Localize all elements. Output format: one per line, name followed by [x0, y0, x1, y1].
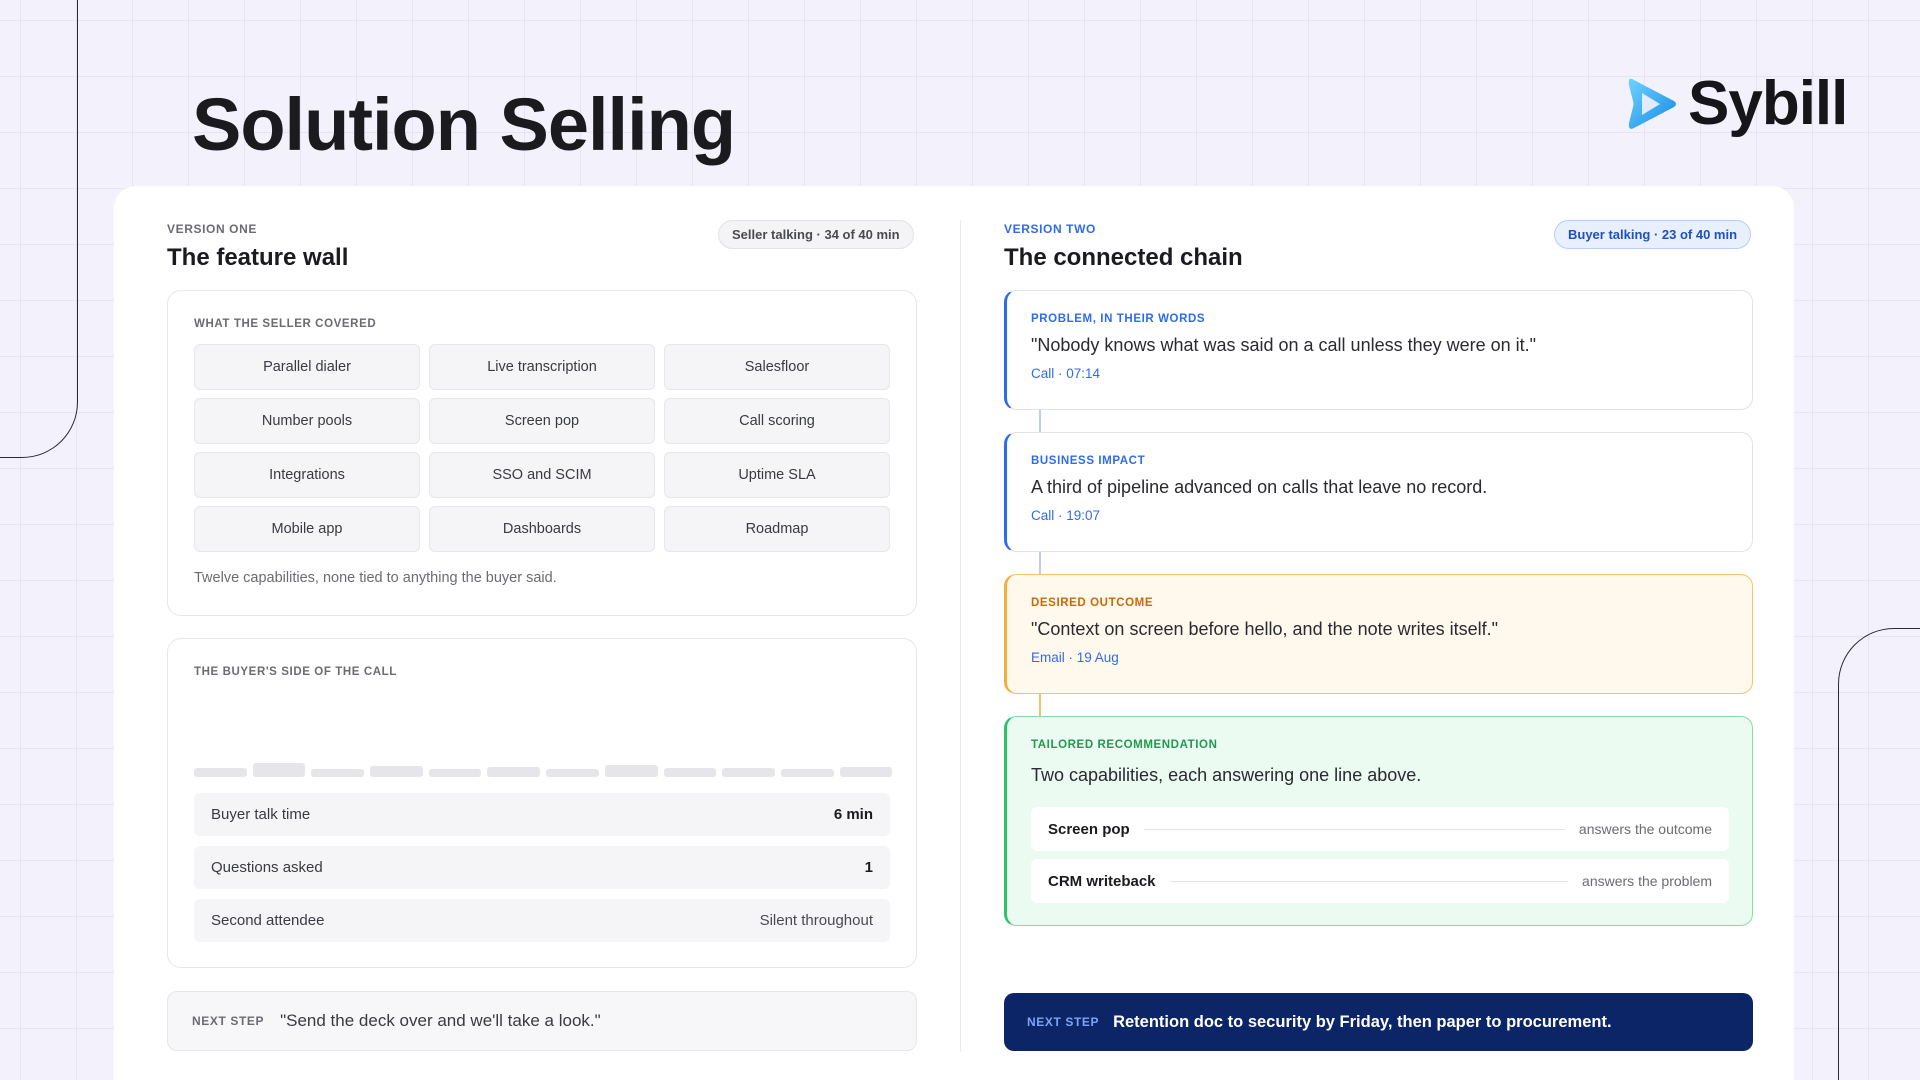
- buyer-side-panel: THE BUYER'S SIDE OF THE CALL Buyer talk …: [167, 638, 917, 968]
- activity-bar: [311, 769, 365, 777]
- decorative-corner-left: [0, 0, 78, 458]
- chain-card-problem: PROBLEM, IN THEIR WORDS "Nobody knows wh…: [1004, 290, 1753, 410]
- page-title: Solution Selling: [192, 83, 736, 166]
- activity-bar: [546, 769, 599, 777]
- next-step-text: "Send the deck over and we'll take a loo…: [280, 1011, 601, 1030]
- chain-card-recommendation: TAILORED RECOMMENDATION Two capabilities…: [1004, 716, 1753, 926]
- capability-chip: Number pools: [194, 398, 420, 444]
- buyer-side-eyebrow: THE BUYER'S SIDE OF THE CALL: [194, 666, 397, 678]
- chain-eyebrow: PROBLEM, IN THEIR WORDS: [1031, 313, 1206, 325]
- reco-item-leader: [1169, 880, 1569, 882]
- left-eyebrow: VERSION ONE: [167, 222, 257, 236]
- chain-source: Call · 07:14: [1031, 366, 1101, 381]
- chain-eyebrow: BUSINESS IMPACT: [1031, 455, 1146, 467]
- next-step-label: NEXT STEP: [1027, 1015, 1100, 1029]
- reco-item-crm-writeback: CRM writeback answers the problem: [1031, 859, 1729, 903]
- activity-bar: [663, 768, 717, 777]
- right-title: The connected chain: [1004, 244, 1243, 271]
- reco-item-screen-pop: Screen pop answers the outcome: [1031, 807, 1729, 851]
- left-header: VERSION ONE The feature wall: [167, 222, 348, 272]
- brand-logo: Sybill: [1620, 68, 1848, 139]
- reco-item-answer: answers the problem: [1582, 873, 1712, 889]
- stat-value: Silent throughout: [759, 912, 873, 929]
- chain-connector: [1039, 694, 1041, 716]
- chain-source: Call · 19:07: [1031, 508, 1101, 523]
- next-step-text: Retention doc to security by Friday, the…: [1113, 1012, 1612, 1031]
- reco-item-name: CRM writeback: [1048, 872, 1156, 890]
- covered-eyebrow: WHAT THE SELLER COVERED: [194, 318, 377, 330]
- stat-row-attendee: Second attendee Silent throughout: [194, 899, 890, 942]
- right-eyebrow: VERSION TWO: [1004, 222, 1096, 236]
- capability-chips: Parallel dialer Live transcription Sales…: [194, 344, 916, 552]
- stat-label: Second attendee: [211, 912, 325, 929]
- activity-bar: [604, 765, 658, 777]
- capability-chip: Mobile app: [194, 506, 420, 552]
- chain-source: Email · 19 Aug: [1031, 650, 1119, 665]
- brand-name: Sybill: [1688, 69, 1848, 138]
- capability-chip: Roadmap: [664, 506, 890, 552]
- activity-bar: [252, 763, 306, 777]
- capability-chip: SSO and SCIM: [429, 452, 655, 498]
- chain-eyebrow: DESIRED OUTCOME: [1031, 597, 1154, 609]
- chain-card-outcome: DESIRED OUTCOME "Context on screen befor…: [1004, 574, 1753, 694]
- activity-bar: [487, 767, 541, 777]
- capability-chip: Integrations: [194, 452, 420, 498]
- buyer-talk-pill: Buyer talking · 23 of 40 min: [1554, 220, 1752, 249]
- stat-row-questions: Questions asked 1: [194, 846, 890, 889]
- capability-chip: Salesfloor: [664, 344, 890, 390]
- reco-item-name: Screen pop: [1048, 820, 1130, 838]
- stat-row-talk-time: Buyer talk time 6 min: [194, 793, 890, 836]
- stat-label: Buyer talk time: [211, 806, 311, 823]
- capability-chip: Parallel dialer: [194, 344, 420, 390]
- capability-chip: Dashboards: [429, 506, 655, 552]
- chain-quote: A third of pipeline advanced on calls th…: [1031, 477, 1488, 497]
- chain-connector: [1039, 552, 1041, 574]
- buyer-activity-bars: [194, 763, 893, 777]
- chain-quote: "Nobody knows what was said on a call un…: [1031, 335, 1537, 355]
- next-step-right: NEXT STEP Retention doc to security by F…: [1004, 993, 1753, 1051]
- next-step-label: NEXT STEP: [192, 1014, 265, 1028]
- column-divider: [960, 220, 961, 1052]
- chain-connector: [1039, 410, 1041, 432]
- capability-chip: Screen pop: [429, 398, 655, 444]
- reco-item-leader: [1143, 828, 1565, 830]
- reco-eyebrow: TAILORED RECOMMENDATION: [1031, 739, 1218, 751]
- chain-card-impact: BUSINESS IMPACT A third of pipeline adva…: [1004, 432, 1753, 552]
- activity-bar: [722, 768, 775, 777]
- activity-bar: [194, 768, 247, 777]
- next-step-left: NEXT STEP "Send the deck over and we'll …: [167, 991, 917, 1051]
- reco-text: Two capabilities, each answering one lin…: [1031, 765, 1422, 785]
- play-arrow-logo-icon: [1628, 78, 1676, 129]
- decorative-corner-right: [1838, 628, 1920, 1080]
- activity-bar: [839, 767, 893, 777]
- capability-chip: Uptime SLA: [664, 452, 890, 498]
- stat-value: 1: [864, 859, 873, 876]
- activity-bar: [370, 766, 423, 777]
- activity-bar: [428, 769, 482, 777]
- stat-value: 6 min: [833, 806, 873, 823]
- left-title: The feature wall: [167, 244, 349, 271]
- reco-item-answer: answers the outcome: [1578, 821, 1712, 837]
- capability-chip: Call scoring: [664, 398, 890, 444]
- capability-chip: Live transcription: [429, 344, 655, 390]
- activity-bar: [780, 769, 834, 777]
- stat-label: Questions asked: [211, 859, 323, 876]
- seller-talk-pill: Seller talking · 34 of 40 min: [718, 220, 914, 249]
- chain-quote: "Context on screen before hello, and the…: [1031, 619, 1499, 639]
- right-header: VERSION TWO The connected chain: [1004, 222, 1243, 272]
- seller-covered-panel: WHAT THE SELLER COVERED Parallel dialer …: [167, 290, 917, 616]
- covered-note: Twelve capabilities, none tied to anythi…: [194, 570, 557, 586]
